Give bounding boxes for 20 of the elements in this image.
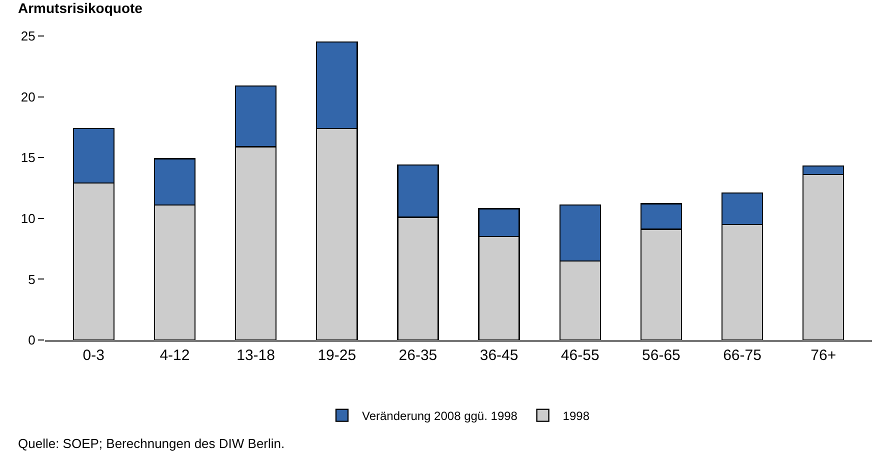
y-tick-label: 5 [28,272,36,287]
x-tick-label: 56-65 [642,347,680,364]
source-note: Quelle: SOEP; Berechnungen des DIW Berlin. [18,436,285,451]
legend-label: 1998 [562,408,590,423]
y-tick-label: 0 [28,332,36,348]
x-tick-label: 19-25 [318,347,356,364]
x-tick-label: 66-75 [723,347,762,364]
y-tick-label: 10 [20,210,36,226]
legend-label: Veränderung 2008 ggü. 1998 [362,408,518,423]
x-tick-label: 0-3 [82,347,104,364]
x-tick-label: 76+ [810,347,836,364]
x-tick-label: 4-12 [160,347,190,364]
x-tick-label: 46-55 [560,347,600,364]
y-tick-label: 20 [20,89,36,104]
y-axis-title: Armutsrisikoquote [18,0,143,16]
x-tick-label: 13-18 [236,347,275,364]
y-tick-label: 25 [20,28,36,44]
x-tick-label: 36-45 [480,347,518,364]
y-tick-label: 15 [20,150,36,166]
x-tick-label: 26-35 [398,347,438,364]
